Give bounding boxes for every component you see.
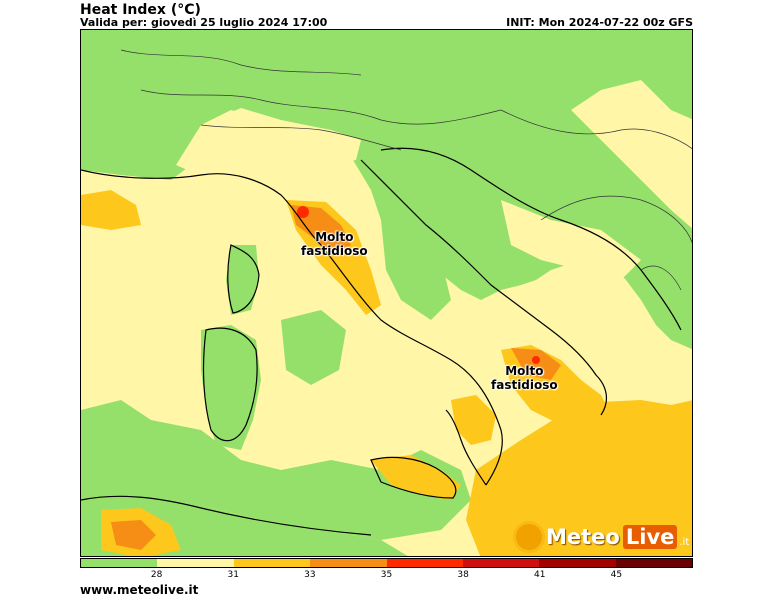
legend-swatch <box>462 559 540 567</box>
legend-swatch <box>386 559 463 567</box>
valid-time: Valida per: giovedì 25 luglio 2024 17:00 <box>80 16 328 29</box>
legend-tick-label: 28 <box>150 570 163 580</box>
legend-tick-label: 33 <box>304 570 316 580</box>
logo-text-meteo: Meteo <box>546 525 620 549</box>
borders <box>120 49 692 291</box>
band-33-35-tuscany <box>291 205 351 255</box>
logo-text-suffix: .it <box>679 537 690 548</box>
map-canvas <box>81 30 692 556</box>
sun-icon <box>516 524 542 550</box>
meteolive-logo: Meteo Live .it <box>516 522 689 552</box>
annotation-line: fastidioso <box>491 378 558 392</box>
legend-swatch <box>539 559 616 567</box>
legend-tick-label: 35 <box>380 570 393 580</box>
legend-swatch <box>157 559 234 567</box>
band-33-35-tunisia <box>111 520 156 550</box>
footer-url: www.meteolive.it <box>80 583 199 597</box>
map-title: Heat Index (°C) <box>80 2 201 18</box>
legend-swatch <box>310 559 387 567</box>
band-31-33-provence <box>81 190 141 230</box>
heat-index-map: Molto fastidioso Molto fastidioso <box>80 29 693 557</box>
band-28-31-north <box>176 108 361 180</box>
model-init: INIT: Mon 2024-07-22 00z GFS <box>506 16 693 29</box>
annotation-line: Molto <box>315 230 354 244</box>
legend-tick-label: 45 <box>610 570 623 580</box>
green-corsica <box>226 245 259 315</box>
green-apennine <box>381 220 451 320</box>
band-31-33-south <box>466 400 692 556</box>
legend-tick-label: 31 <box>227 570 239 580</box>
annotation-line: Molto <box>505 364 544 378</box>
legend-swatch <box>233 559 311 567</box>
band-35-38-spot <box>297 206 309 218</box>
annotation-north: Molto fastidioso <box>301 230 368 258</box>
green-sardinia <box>201 325 261 450</box>
band-31-33-sicily <box>371 455 461 500</box>
band-31-33-calabria <box>451 395 496 445</box>
annotation-south: Molto fastidioso <box>491 364 558 392</box>
band-28-31-east <box>571 80 692 229</box>
legend-ticks: 28 31 33 35 38 41 45 <box>80 568 693 582</box>
band-28-31-balkan <box>501 200 641 280</box>
legend-swatch <box>81 559 158 567</box>
green-tyrrhenian <box>281 310 346 385</box>
legend-tick-label: 38 <box>457 570 469 580</box>
legend-tick-label: 41 <box>534 570 546 580</box>
legend-swatch <box>615 559 692 567</box>
band-35-38-spot-south <box>532 356 540 364</box>
color-legend <box>80 558 693 568</box>
green-southwest <box>81 400 471 540</box>
annotation-line: fastidioso <box>301 244 368 258</box>
coastlines <box>81 147 682 536</box>
logo-text-live: Live <box>622 525 678 549</box>
